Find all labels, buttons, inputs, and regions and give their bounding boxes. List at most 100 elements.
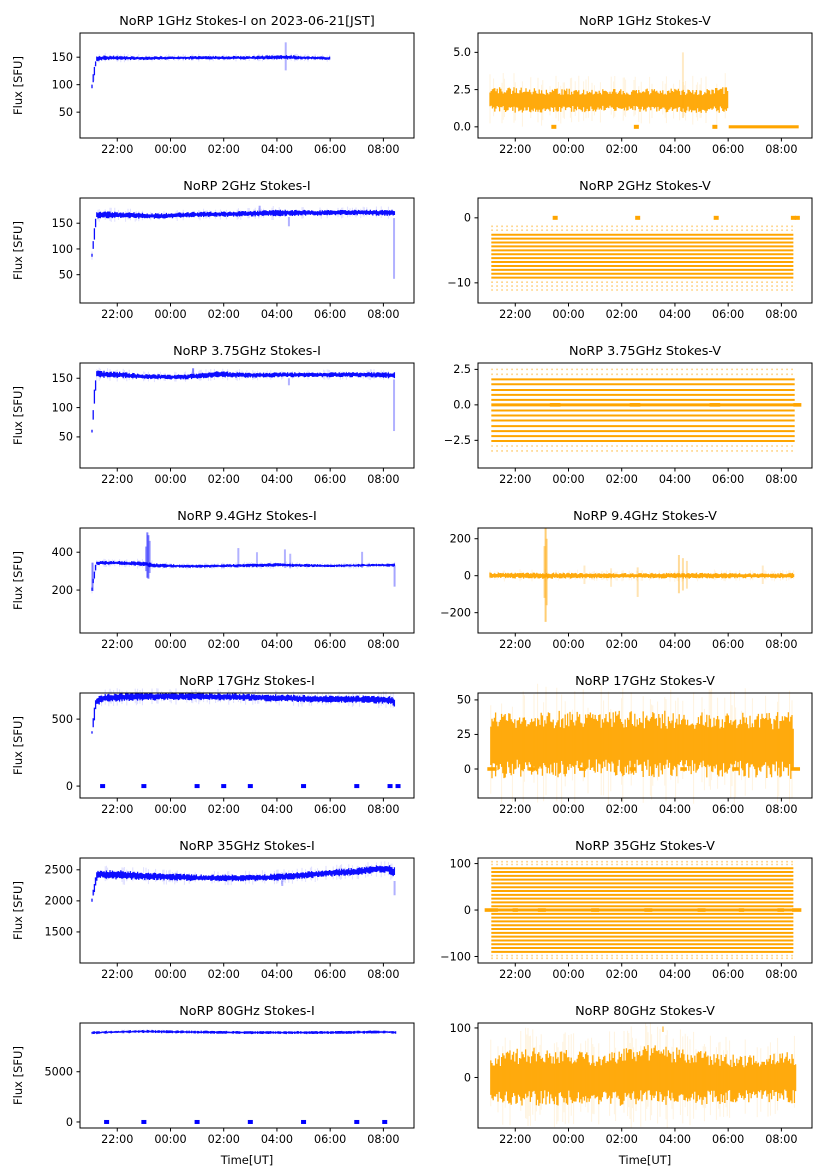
chart-title: NoRP 80GHz Stokes-V	[575, 1004, 715, 1019]
x-tick-label: 06:00	[712, 803, 744, 816]
y-axis-label: Flux [SFU]	[11, 716, 25, 775]
series-scatter	[91, 692, 396, 734]
zero-mark	[713, 215, 719, 220]
series-scatter	[490, 710, 794, 779]
y-tick-label: −200	[440, 606, 471, 619]
x-tick-label: 04:00	[659, 803, 691, 816]
series-scatter	[91, 1029, 397, 1035]
y-tick-label: 100	[52, 243, 73, 256]
x-tick-label: 02:00	[606, 803, 638, 816]
x-tick-label: 04:00	[659, 638, 691, 651]
y-tick-label: 2.5	[453, 363, 471, 376]
axes-box	[79, 527, 415, 634]
x-tick-label: 08:00	[765, 143, 797, 156]
x-tick-label: 04:00	[261, 803, 293, 816]
x-tick-label: 08:00	[765, 1133, 797, 1146]
zero-mark	[100, 784, 106, 789]
subplot-norp-17ghz-stokes-i: 22:00 00:00 02:00 04:00 06:00 08:00 0 500 NoRP 1…	[11, 674, 415, 816]
x-tick-label: 04:00	[261, 1133, 293, 1146]
x-tick-label: 06:00	[712, 473, 744, 486]
y-tick-label: 150	[52, 217, 73, 230]
zero-mark	[790, 215, 796, 220]
series-scatter	[489, 87, 729, 113]
subplot-norp-80ghz-stokes-v: 22:00 00:00 02:00 04:00 06:00 08:00 0 100 NoRP 8…	[450, 1004, 813, 1167]
x-tick-label: 00:00	[552, 638, 584, 651]
y-tick-label: 0.0	[453, 399, 471, 412]
axes-box	[477, 527, 813, 634]
zero-mark	[551, 124, 557, 129]
chart-title: NoRP 17GHz Stokes-V	[575, 674, 715, 689]
zero-mark	[104, 1119, 110, 1124]
plot-area	[91, 861, 396, 902]
subplot-norp-2ghz-stokes-v: 22:00 00:00 02:00 04:00 06:00 08:00 −10 0 NoRP 2…	[447, 179, 813, 321]
zero-mark	[301, 1119, 307, 1124]
x-tick-label: 08:00	[367, 968, 399, 981]
chart-title: NoRP 9.4GHz Stokes-I	[177, 509, 317, 524]
zero-mark	[395, 784, 401, 789]
x-tick-label: 06:00	[712, 1133, 744, 1146]
y-tick-label: 50	[457, 694, 471, 707]
x-tick-label: 06:00	[712, 143, 744, 156]
chart-title: NoRP 35GHz Stokes-I	[179, 839, 315, 854]
zero-mark	[247, 784, 253, 789]
x-axis-label: Time[UT]	[220, 1153, 274, 1167]
x-tick-label: 02:00	[208, 638, 240, 651]
zero-mark	[141, 1119, 147, 1124]
plot-area	[91, 1029, 397, 1124]
zero-mark	[247, 1119, 253, 1124]
x-tick-label: 06:00	[314, 968, 346, 981]
x-tick-label: 06:00	[314, 473, 346, 486]
x-tick-label: 08:00	[765, 638, 797, 651]
subplot-norp-35ghz-stokes-v: 22:00 00:00 02:00 04:00 06:00 08:00 −100 0 100 No…	[440, 839, 813, 981]
x-tick-label: 00:00	[154, 968, 186, 981]
chart-title: NoRP 3.75GHz Stokes-V	[569, 344, 721, 359]
x-tick-label: 04:00	[659, 143, 691, 156]
x-tick-label: 08:00	[765, 473, 797, 486]
x-tick-label: 02:00	[606, 1133, 638, 1146]
chart-title: NoRP 1GHz Stokes-V	[579, 14, 711, 29]
plot-area	[487, 683, 801, 806]
x-tick-label: 00:00	[552, 803, 584, 816]
x-tick-label: 06:00	[314, 143, 346, 156]
x-axis-label: Time[UT]	[618, 1153, 672, 1167]
axes-box	[477, 362, 813, 469]
x-tick-label: 06:00	[712, 968, 744, 981]
x-tick-label: 02:00	[606, 143, 638, 156]
y-tick-label: 0.0	[453, 121, 471, 134]
x-tick-label: 22:00	[101, 1133, 133, 1146]
axes-box	[477, 197, 813, 304]
subplot-norp-35ghz-stokes-i: 22:00 00:00 02:00 04:00 06:00 08:00 1500 2000 25…	[11, 839, 415, 981]
x-tick-label: 04:00	[261, 968, 293, 981]
axes-box	[477, 1022, 813, 1129]
y-tick-label: 0	[464, 763, 471, 776]
x-tick-label: 04:00	[261, 473, 293, 486]
x-tick-label: 04:00	[659, 1133, 691, 1146]
y-tick-label: 100	[450, 857, 471, 870]
y-tick-label: 2.5	[453, 83, 471, 96]
x-tick-label: 02:00	[606, 473, 638, 486]
x-tick-label: 02:00	[208, 473, 240, 486]
x-tick-label: 08:00	[765, 968, 797, 981]
y-tick-label: −10	[447, 277, 471, 290]
x-tick-label: 04:00	[261, 308, 293, 321]
x-tick-label: 00:00	[154, 638, 186, 651]
x-tick-label: 02:00	[208, 143, 240, 156]
y-tick-label: 2500	[45, 864, 73, 877]
zero-mark	[354, 1119, 360, 1124]
chart-title: NoRP 1GHz Stokes-I on 2023-06-21[JST]	[119, 14, 375, 29]
x-tick-label: 08:00	[367, 1133, 399, 1146]
x-tick-label: 22:00	[101, 803, 133, 816]
chart-title: NoRP 35GHz Stokes-V	[575, 839, 715, 854]
subplot-norp-17ghz-stokes-v: 22:00 00:00 02:00 04:00 06:00 08:00 0 25 50 NoRP …	[457, 674, 813, 816]
x-tick-label: 22:00	[101, 143, 133, 156]
subplot-norp-80ghz-stokes-i: 22:00 00:00 02:00 04:00 06:00 08:00 0 5000 NoRP …	[11, 1004, 415, 1167]
y-axis-label: Flux [SFU]	[11, 56, 25, 115]
zero-mark	[382, 1119, 388, 1124]
zero-mark	[194, 784, 200, 789]
y-tick-label: 200	[450, 533, 471, 546]
x-tick-label: 08:00	[367, 473, 399, 486]
x-tick-label: 02:00	[208, 1133, 240, 1146]
x-tick-label: 08:00	[367, 143, 399, 156]
plot-area	[91, 367, 396, 433]
chart-title: NoRP 2GHz Stokes-I	[183, 179, 310, 194]
